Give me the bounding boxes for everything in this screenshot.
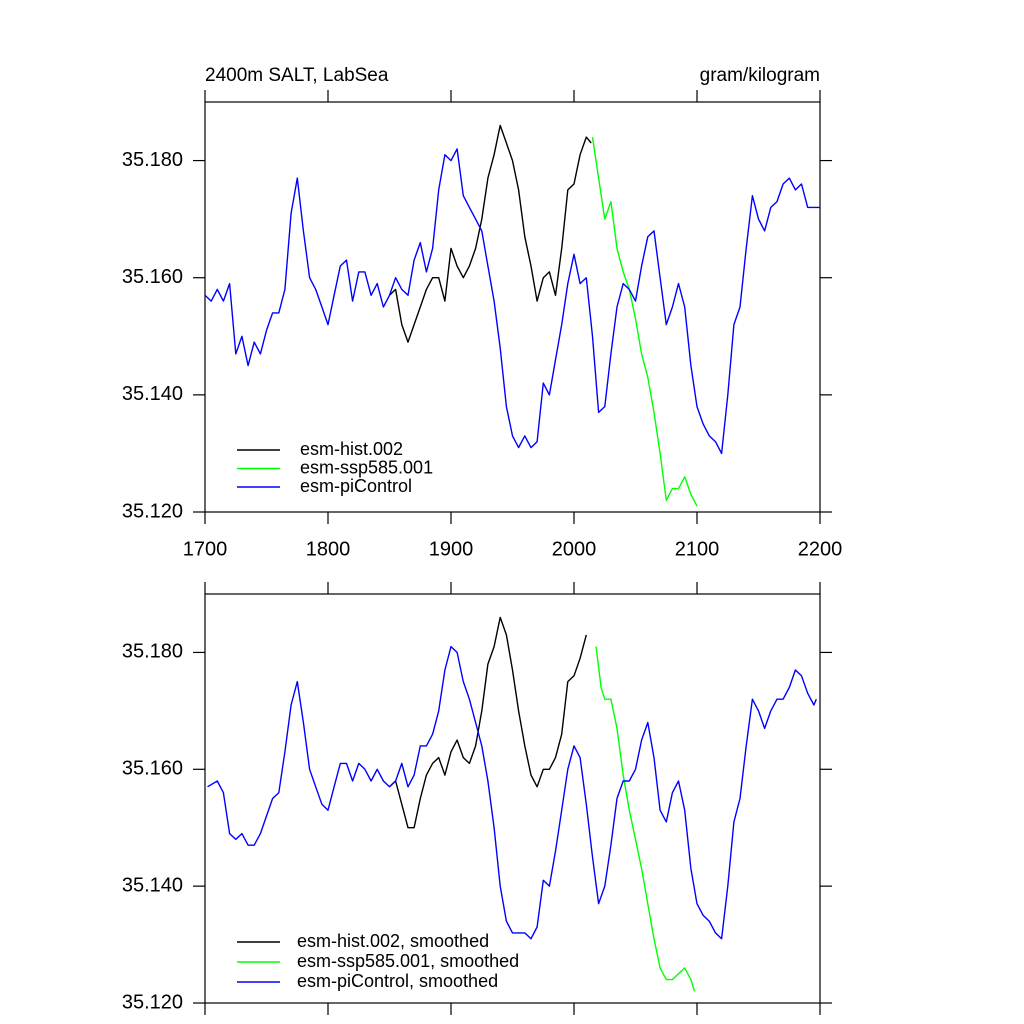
- y-tick-label: 35.160: [122, 266, 183, 288]
- units-label: gram/kilogram: [700, 65, 820, 86]
- y-tick-label: 35.120: [122, 500, 183, 522]
- legend-label: esm-ssp585.001: [300, 457, 433, 477]
- plot-frame: [204, 593, 821, 1004]
- x-tick-label: 1900: [429, 538, 474, 560]
- x-tick-label: 1800: [306, 538, 351, 560]
- x-tick-label: 2200: [798, 538, 843, 560]
- legend-label: esm-piControl, smoothed: [297, 971, 498, 991]
- data-line: [591, 136, 698, 507]
- x-tick-label: 2000: [552, 538, 597, 560]
- y-tick-label: 35.160: [122, 758, 183, 780]
- x-tick-label: 2100: [675, 538, 720, 560]
- y-tick-label: 35.140: [122, 874, 183, 896]
- y-tick-label: 35.140: [122, 383, 183, 405]
- y-tick-label: 35.180: [122, 641, 183, 663]
- y-tick-label: 35.120: [122, 991, 183, 1013]
- x-tick-label: 1700: [183, 538, 228, 560]
- data-line: [204, 148, 820, 455]
- legend-label: esm-piControl: [300, 476, 412, 496]
- legend-label: esm-hist.002, smoothed: [297, 931, 489, 951]
- chart-title: 2400m SALT, LabSea: [205, 65, 389, 86]
- data-line: [207, 645, 817, 940]
- data-line: [595, 646, 696, 992]
- data-line: [389, 616, 587, 829]
- legend-label: esm-hist.002: [300, 439, 403, 459]
- data-line: [389, 124, 592, 343]
- legend-label: esm-ssp585.001, smoothed: [297, 951, 519, 971]
- plot-frame: [204, 101, 821, 513]
- y-tick-label: 35.180: [122, 149, 183, 171]
